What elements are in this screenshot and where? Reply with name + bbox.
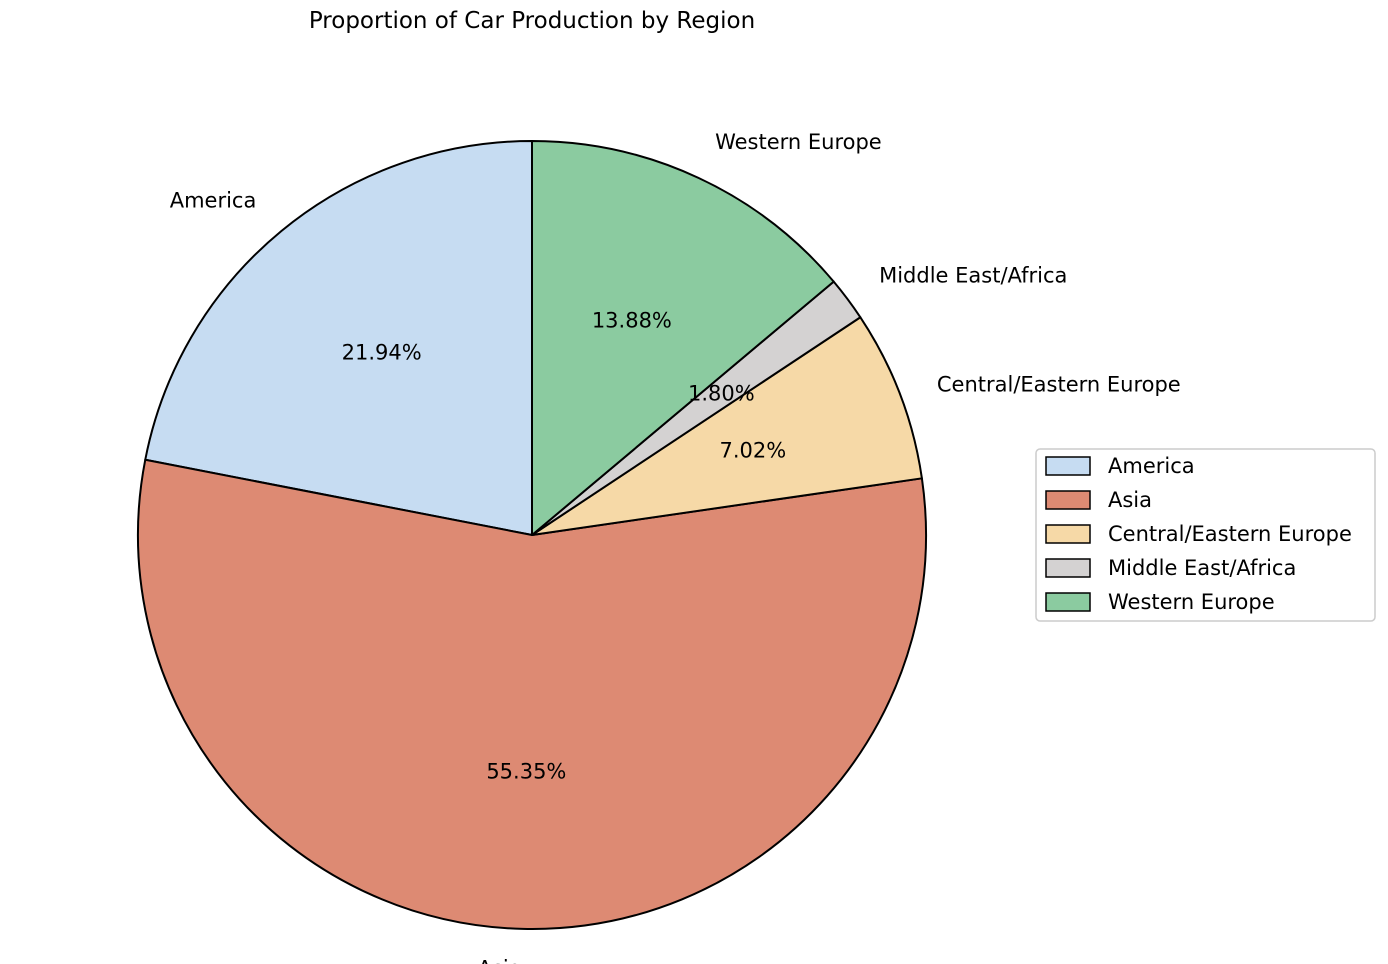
legend-label-western-europe: Western Europe [1108,590,1275,614]
slice-label-middle-east-africa: Middle East/Africa [879,263,1067,287]
pct-label-central-eastern-europe: 7.02% [719,439,786,463]
legend-label-america: America [1108,454,1195,478]
percentage-labels: 21.94% 55.35% 7.02% 1.80% 13.88% [342,309,787,784]
legend-label-middle-east-africa: Middle East/Africa [1108,556,1296,580]
legend-swatch-western-europe [1045,592,1091,612]
chart-title: Proportion of Car Production by Region [309,8,755,34]
pie-slice-asia [137,458,927,931]
pie-slice-western-europe [531,140,835,536]
pct-label-asia: 55.35% [486,759,566,783]
legend-label-central-eastern-europe: Central/Eastern Europe [1108,522,1352,546]
legend-swatch-central-eastern-europe [1045,524,1091,544]
legend-swatch-america [1045,456,1091,476]
slice-label-asia: Asia [478,956,522,964]
slice-label-western-europe: Western Europe [715,130,882,154]
legend-swatch-middle-east-africa [1045,558,1091,578]
pct-label-america: 21.94% [342,341,422,365]
legend-label-asia: Asia [1108,488,1152,512]
pct-label-middle-east-africa: 1.80% [688,381,755,405]
slice-label-america: America [170,189,257,213]
slice-label-central-eastern-europe: Central/Eastern Europe [937,372,1181,396]
pct-label-western-europe: 13.88% [592,309,672,333]
pie-slices [137,140,927,931]
legend-swatch-asia [1045,490,1091,510]
legend-frame [1035,448,1376,622]
pie-slice-america [144,140,533,536]
pie-slice-central-eastern-europe [531,316,923,536]
slice-labels: America Asia Central/Eastern Europe Middle … [170,130,1181,964]
legend-items: America Asia Central/Eastern Europe Middle … [1045,454,1352,614]
legend: America Asia Central/Eastern Europe Middle … [1035,448,1376,622]
